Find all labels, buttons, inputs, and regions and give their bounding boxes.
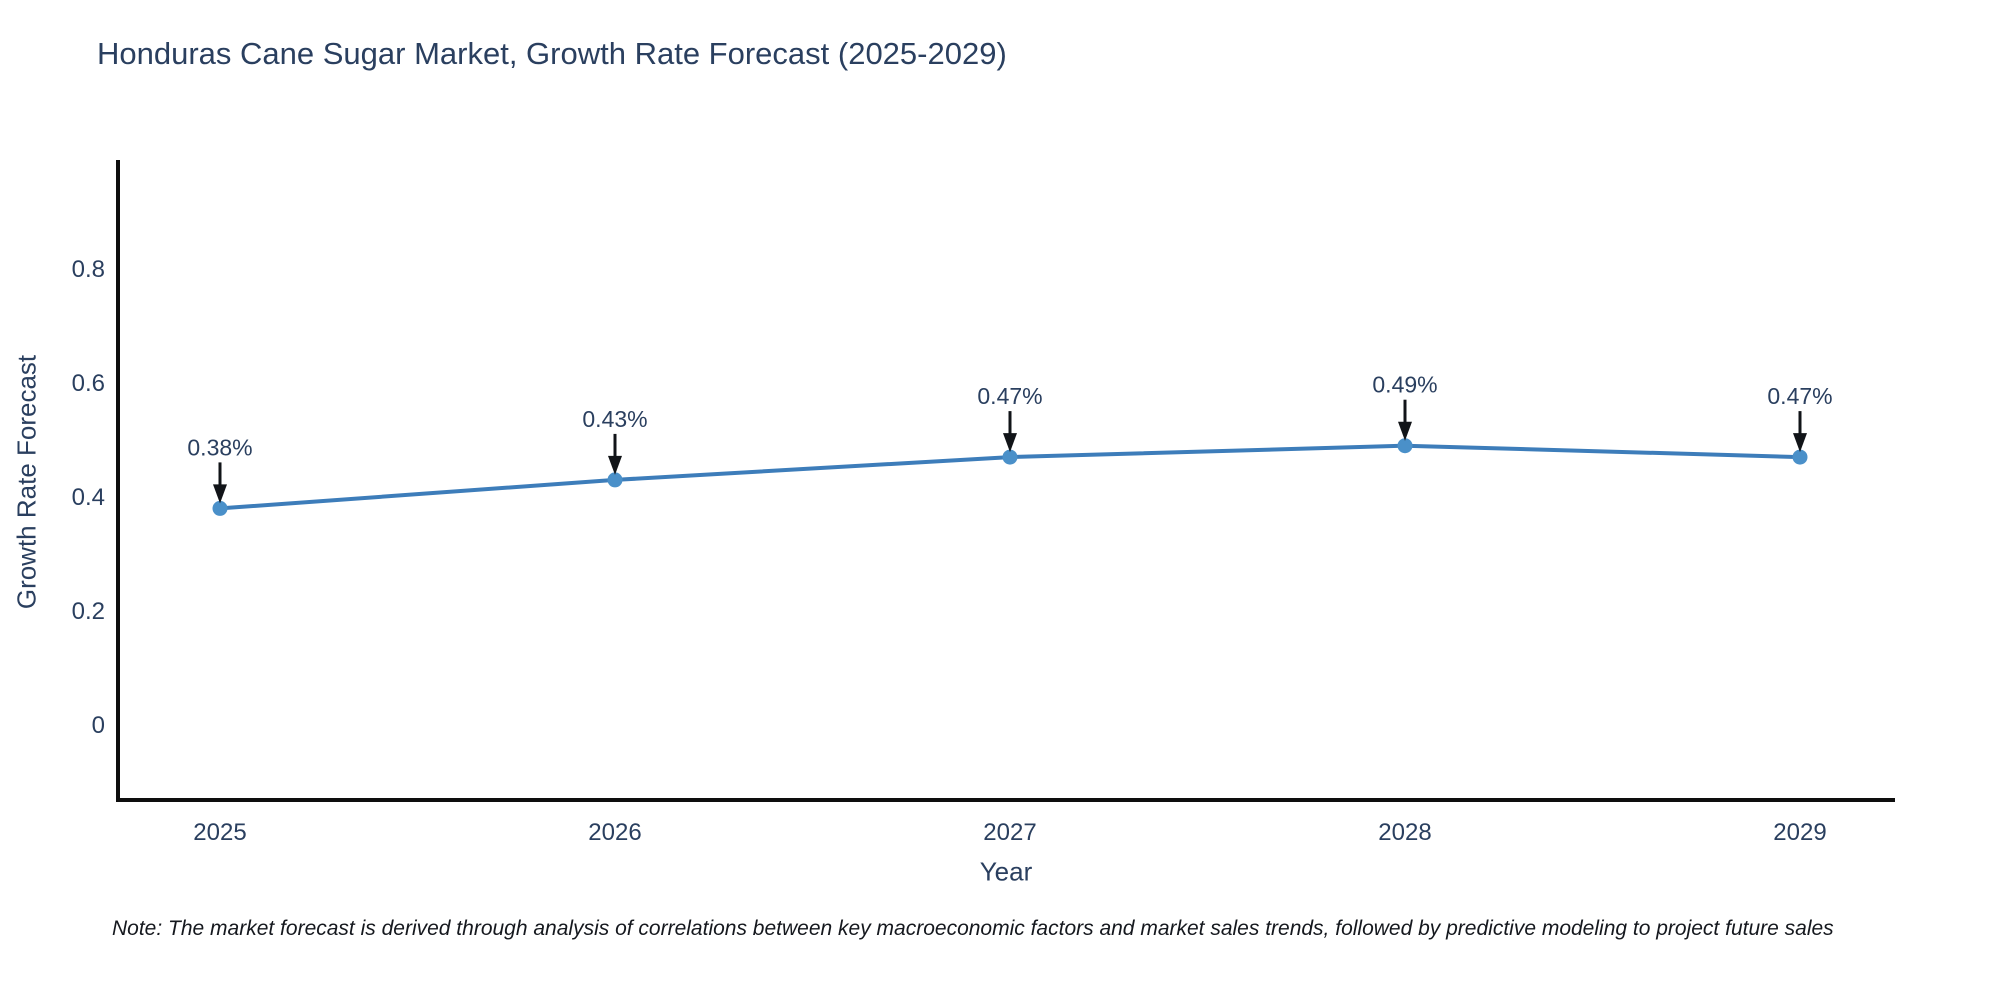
x-tick-label: 2028 (1378, 819, 1431, 846)
x-axis-title: Year (979, 856, 1033, 887)
annotation-arrow-head (1003, 433, 1017, 453)
x-tick-label: 2025 (193, 819, 246, 846)
y-tick-label: 0.4 (72, 484, 105, 511)
point-value-label: 0.47% (977, 383, 1042, 409)
point-value-label: 0.43% (582, 406, 647, 432)
chart-title: Honduras Cane Sugar Market, Growth Rate … (97, 36, 1007, 71)
point-value-label: 0.49% (1372, 372, 1437, 398)
y-tick-label: 0.8 (72, 256, 105, 283)
annotation-arrow-head (1793, 433, 1807, 453)
data-point (1397, 438, 1413, 454)
annotation-arrow-head (608, 455, 622, 475)
x-tick-label: 2029 (1773, 819, 1826, 846)
footnote-text: Note: The market forecast is derived thr… (112, 917, 1834, 940)
annotation-arrow-head (1398, 421, 1412, 441)
data-point (607, 472, 623, 488)
y-tick-label: 0.6 (72, 370, 105, 397)
x-tick-label: 2027 (983, 819, 1036, 846)
point-value-label: 0.47% (1767, 383, 1832, 409)
y-axis-title: Growth Rate Forecast (11, 354, 42, 610)
axis-lines (116, 160, 1895, 802)
data-point (212, 500, 228, 516)
point-value-label: 0.38% (187, 434, 252, 460)
data-point (1792, 449, 1808, 465)
data-point (1002, 449, 1018, 465)
x-tick-label: 2026 (588, 819, 641, 846)
y-tick-label: 0.2 (72, 598, 105, 625)
y-tick-label: 0 (92, 712, 105, 739)
annotation-arrow-head (213, 484, 227, 504)
